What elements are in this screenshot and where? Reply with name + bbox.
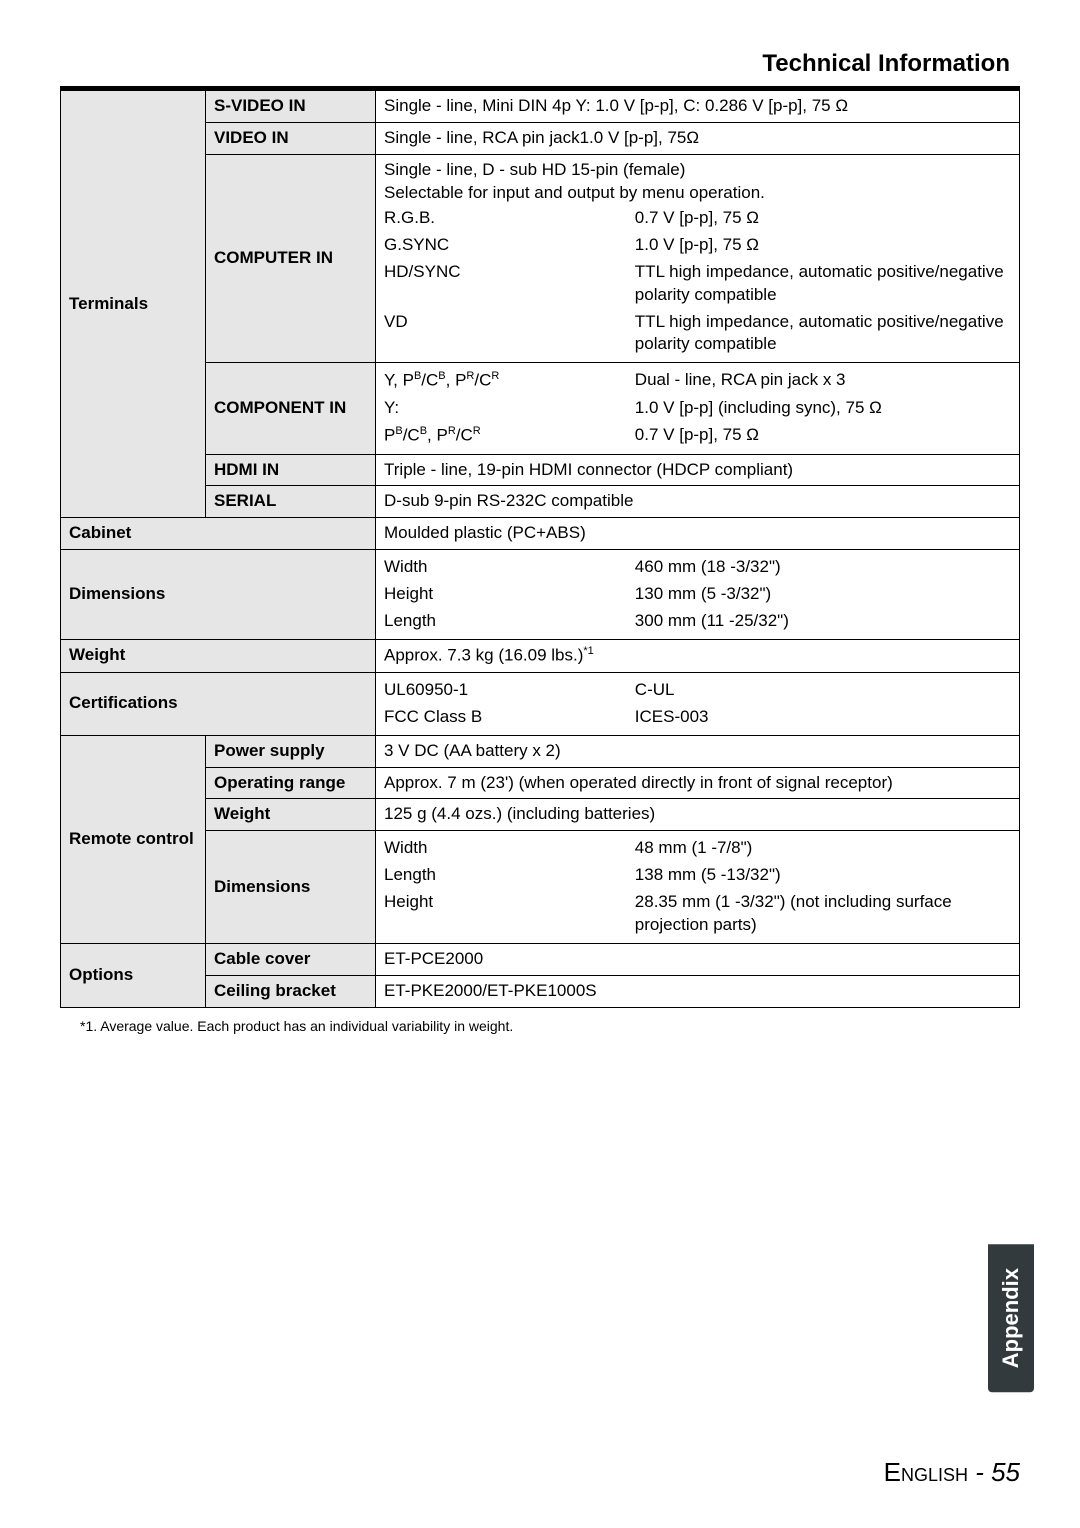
spec-table: Terminals S-VIDEO IN Single - line, Mini… bbox=[60, 90, 1020, 1008]
row-label-rweight: Weight bbox=[206, 799, 376, 831]
row-label-hdmi: HDMI IN bbox=[206, 454, 376, 486]
row-label-range: Operating range bbox=[206, 767, 376, 799]
row-label-cable: Cable cover bbox=[206, 944, 376, 976]
cell-cabinet-value: Moulded plastic (PC+ABS) bbox=[376, 518, 1020, 550]
cell-video-value: Single - line, RCA pin jack1.0 V [p-p], … bbox=[376, 122, 1020, 154]
section-title: Technical Information bbox=[60, 50, 1020, 78]
cell-weight-value: Approx. 7.3 kg (16.09 lbs.)*1 bbox=[376, 640, 1020, 673]
row-label-component: COMPONENT IN bbox=[206, 363, 376, 454]
component-inner-table: Y, PB/CB, PR/CR Dual - line, RCA pin jac… bbox=[384, 367, 1011, 449]
cell-power-value: 3 V DC (AA battery x 2) bbox=[376, 735, 1020, 767]
row-label-serial: SERIAL bbox=[206, 486, 376, 518]
page-footer: English - 55 bbox=[884, 1457, 1020, 1488]
cell-serial-value: D-sub 9-pin RS-232C compatible bbox=[376, 486, 1020, 518]
cell-cable-value: ET-PCE2000 bbox=[376, 944, 1020, 976]
table-row: Certifications UL60950-1C-UL FCC Class B… bbox=[61, 672, 1020, 735]
row-label-power: Power supply bbox=[206, 735, 376, 767]
cell-range-value: Approx. 7 m (23') (when operated directl… bbox=[376, 767, 1020, 799]
row-label-certifications: Certifications bbox=[61, 672, 376, 735]
computer-intro: Single - line, D - sub HD 15-pin (female… bbox=[384, 159, 1011, 205]
row-label-rdims: Dimensions bbox=[206, 831, 376, 944]
table-row: Remote control Power supply 3 V DC (AA b… bbox=[61, 735, 1020, 767]
cell-rdims-value: Width48 mm (1 -7/8") Length138 mm (5 -13… bbox=[376, 831, 1020, 944]
table-row: Options Cable cover ET-PCE2000 bbox=[61, 944, 1020, 976]
cell-ceiling-value: ET-PKE2000/ET-PKE1000S bbox=[376, 976, 1020, 1008]
row-label-cabinet: Cabinet bbox=[61, 518, 376, 550]
row-label-remote: Remote control bbox=[61, 735, 206, 944]
row-label-dimensions: Dimensions bbox=[61, 550, 376, 640]
cell-component-value: Y, PB/CB, PR/CR Dual - line, RCA pin jac… bbox=[376, 363, 1020, 454]
table-row: Terminals S-VIDEO IN Single - line, Mini… bbox=[61, 91, 1020, 123]
table-row: Cabinet Moulded plastic (PC+ABS) bbox=[61, 518, 1020, 550]
cell-rweight-value: 125 g (4.4 ozs.) (including batteries) bbox=[376, 799, 1020, 831]
row-label-video: VIDEO IN bbox=[206, 122, 376, 154]
row-label-weight: Weight bbox=[61, 640, 376, 673]
table-row: Weight Approx. 7.3 kg (16.09 lbs.)*1 bbox=[61, 640, 1020, 673]
footer-sep: - bbox=[968, 1457, 991, 1487]
footer-page: 55 bbox=[991, 1457, 1020, 1487]
row-label-terminals: Terminals bbox=[61, 91, 206, 518]
cell-hdmi-value: Triple - line, 19-pin HDMI connector (HD… bbox=[376, 454, 1020, 486]
cell-dimensions-value: Width460 mm (18 -3/32") Height130 mm (5 … bbox=[376, 550, 1020, 640]
cell-computer-value: Single - line, D - sub HD 15-pin (female… bbox=[376, 154, 1020, 363]
cell-cert-value: UL60950-1C-UL FCC Class BICES-003 bbox=[376, 672, 1020, 735]
row-label-ceiling: Ceiling bracket bbox=[206, 976, 376, 1008]
row-label-svideo: S-VIDEO IN bbox=[206, 91, 376, 123]
footer-language: English bbox=[884, 1457, 968, 1487]
cell-svideo-value: Single - line, Mini DIN 4p Y: 1.0 V [p-p… bbox=[376, 91, 1020, 123]
footnote: *1. Average value. Each product has an i… bbox=[60, 1018, 1020, 1034]
computer-inner-table: R.G.B.0.7 V [p-p], 75 Ω G.SYNC1.0 V [p-p… bbox=[384, 205, 1011, 359]
row-label-computer: COMPUTER IN bbox=[206, 154, 376, 363]
table-row: Dimensions Width460 mm (18 -3/32") Heigh… bbox=[61, 550, 1020, 640]
appendix-tab: Appendix bbox=[988, 1244, 1034, 1392]
row-label-options: Options bbox=[61, 944, 206, 1008]
